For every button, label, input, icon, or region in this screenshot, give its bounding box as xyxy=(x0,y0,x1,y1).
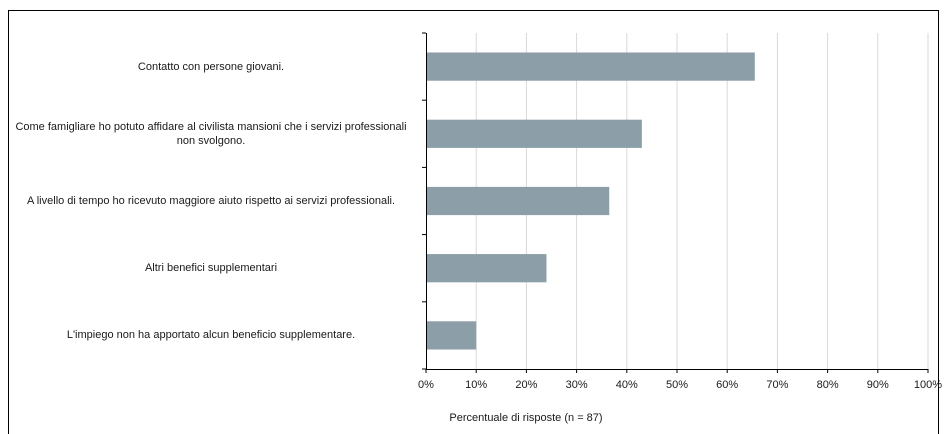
x-axis-title: Percentuale di risposte (n = 87) xyxy=(449,412,603,424)
bar xyxy=(427,254,547,283)
x-tick-label: 30% xyxy=(566,379,588,391)
x-tick-label: 80% xyxy=(817,379,839,391)
x-tick-label: 40% xyxy=(616,379,638,391)
category-label: A livello di tempo ho ricevuto maggiore … xyxy=(26,195,396,207)
bar xyxy=(427,52,755,81)
category-label: Contatto con persone giovani. xyxy=(137,60,285,73)
x-tick-label: 70% xyxy=(766,379,788,391)
x-tick-label: 20% xyxy=(515,379,537,391)
bar xyxy=(427,321,477,350)
chart-frame xyxy=(8,10,939,434)
x-tick-label: 50% xyxy=(666,379,688,391)
category-label: Come famigliare ho potuto affidare al ci… xyxy=(15,120,407,147)
x-tick-label: 100% xyxy=(914,379,942,391)
category-label: L'impiego non ha apportato alcun benefic… xyxy=(66,329,356,342)
x-tick-label: 0% xyxy=(418,379,434,391)
x-tick-label: 10% xyxy=(465,379,487,391)
bar xyxy=(427,119,642,148)
x-tick-label: 90% xyxy=(867,379,889,391)
category-label: Altri benefici supplementari xyxy=(144,262,278,275)
bar xyxy=(427,186,610,216)
x-tick-label: 60% xyxy=(716,379,738,391)
